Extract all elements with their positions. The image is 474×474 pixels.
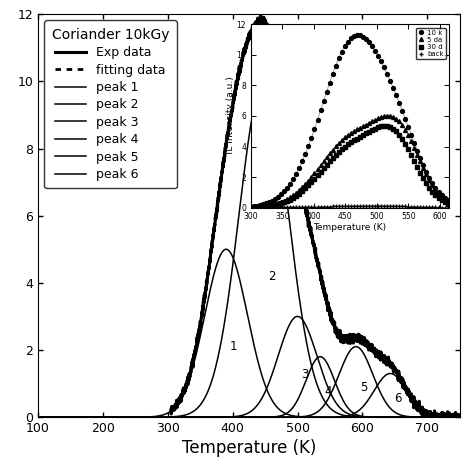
Text: 6: 6 [394, 392, 401, 405]
Text: 4: 4 [324, 385, 332, 398]
X-axis label: Temperature (K): Temperature (K) [182, 439, 316, 457]
Text: 3: 3 [301, 368, 309, 381]
Text: 1: 1 [230, 340, 237, 353]
Text: 5: 5 [360, 381, 367, 394]
Legend: Exp data, fitting data, peak 1, peak 2, peak 3, peak 4, peak 5, peak 6: Exp data, fitting data, peak 1, peak 2, … [44, 20, 177, 189]
Text: 2: 2 [268, 270, 275, 283]
